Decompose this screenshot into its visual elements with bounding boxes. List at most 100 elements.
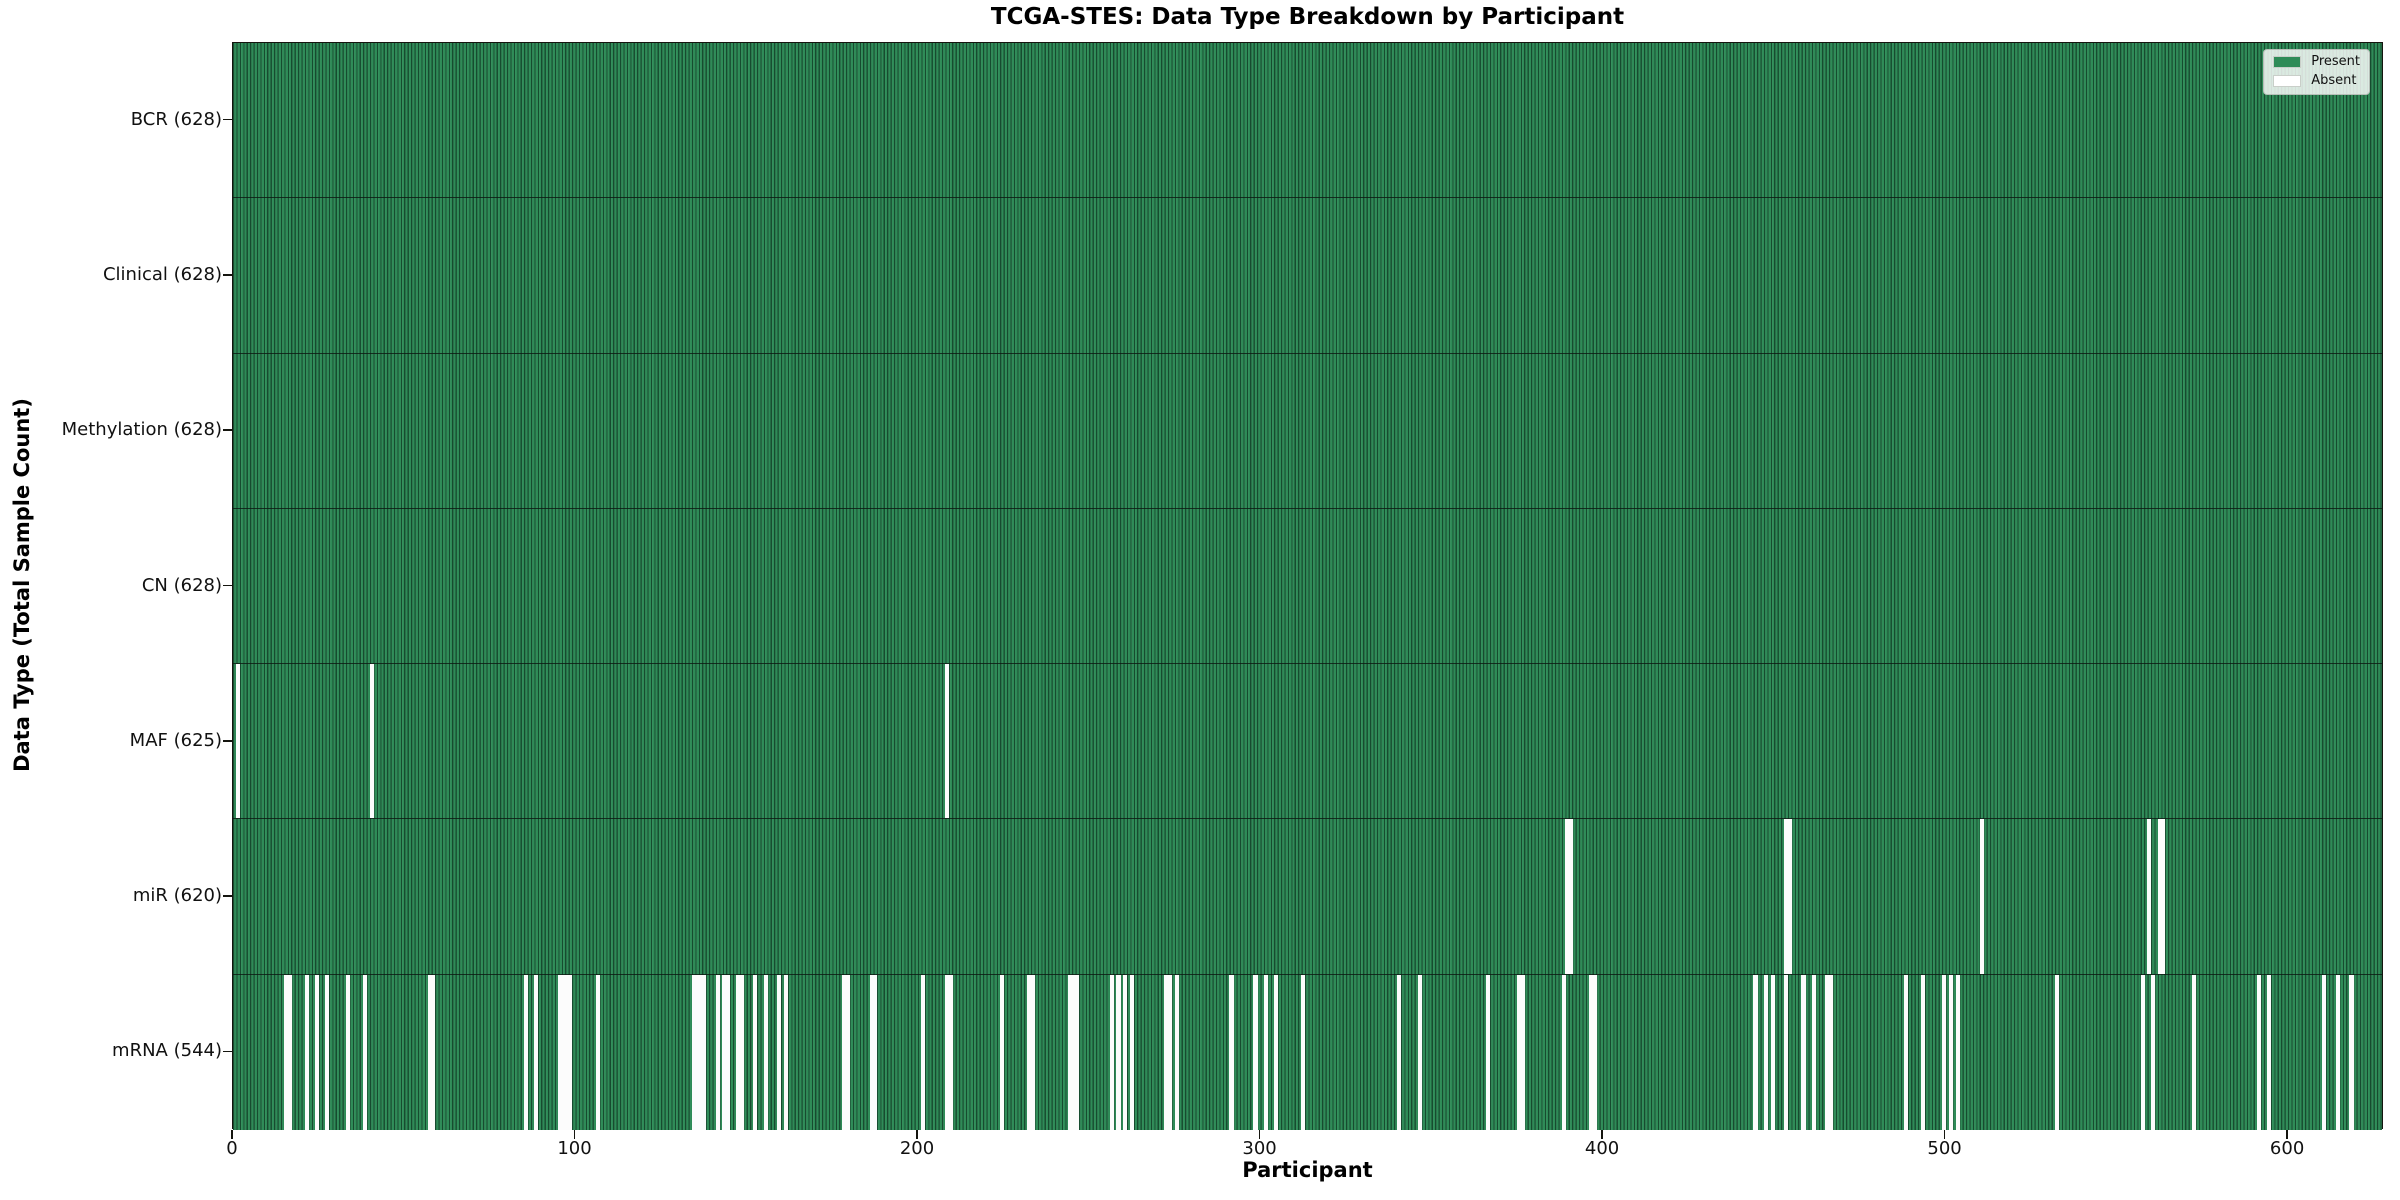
x-tick-label: 300: [1242, 1138, 1277, 1159]
absent-stripe: [1164, 974, 1169, 1130]
x-tick-label: 500: [1927, 1138, 1962, 1159]
absent-stripe: [1253, 974, 1258, 1130]
absent-stripe: [1592, 974, 1597, 1130]
row-bcr: [233, 43, 2382, 199]
absent-stripe: [1075, 974, 1080, 1130]
x-tick-mark: [231, 1130, 233, 1139]
chart-title: TCGA-STES: Data Type Breakdown by Partic…: [990, 4, 1625, 30]
y-tick-mark: [223, 1050, 232, 1053]
absent-stripe: [784, 974, 789, 1130]
absent-stripe: [2161, 819, 2166, 974]
absent-stripe: [1030, 974, 1035, 1130]
absent-stripe: [523, 974, 528, 1130]
absent-stripe: [1801, 974, 1806, 1130]
absent-stripe: [1517, 974, 1522, 1130]
absent-stripe: [1123, 974, 1128, 1130]
absent-stripe: [1027, 974, 1032, 1130]
legend-present-label: Present: [2311, 54, 2360, 69]
absent-stripe: [725, 974, 731, 1130]
legend: Present Absent: [2263, 49, 2370, 95]
absent-stripe: [1904, 974, 1909, 1130]
absent-stripe: [691, 974, 696, 1130]
absent-stripe: [304, 974, 309, 1130]
legend-absent-swatch: [2273, 75, 2302, 87]
row-cn: [233, 508, 2382, 665]
absent-stripe: [1921, 974, 1926, 1130]
legend-entry-absent: Absent: [2273, 74, 2360, 88]
y-tick-label: Clinical (628): [102, 263, 222, 285]
x-tick-label: 100: [557, 1138, 592, 1159]
y-tick-mark: [223, 274, 232, 276]
row-maf: [233, 664, 2382, 820]
absent-stripe: [287, 974, 292, 1130]
absent-stripe: [558, 974, 563, 1130]
absent-stripe: [1763, 974, 1768, 1130]
absent-stripe: [1130, 974, 1135, 1130]
x-tick-label: 400: [1584, 1138, 1620, 1159]
absent-stripe: [1565, 819, 1570, 974]
y-tick-mark: [223, 118, 232, 121]
absent-stripe: [1979, 819, 1984, 974]
absent-stripe: [2191, 974, 2197, 1130]
absent-stripe: [369, 664, 374, 819]
row-mrna: [233, 974, 2382, 1130]
absent-stripe: [431, 974, 436, 1130]
absent-stripe: [842, 974, 847, 1130]
absent-stripe: [2256, 974, 2262, 1130]
plot-area: Present Absent: [232, 42, 2383, 1130]
absent-stripe: [736, 974, 741, 1130]
absent-stripe: [695, 974, 700, 1130]
x-tick-mark: [1943, 1130, 1946, 1139]
absent-stripe: [1068, 974, 1073, 1130]
absent-stripe: [1167, 974, 1172, 1130]
absent-stripe: [2322, 974, 2327, 1130]
x-tick-mark: [916, 1130, 918, 1139]
x-tick-label: 200: [899, 1138, 935, 1159]
absent-stripe: [1397, 974, 1402, 1130]
absent-stripe: [2157, 819, 2162, 974]
absent-stripe: [325, 974, 330, 1130]
absent-stripe: [534, 974, 539, 1130]
absent-stripe: [948, 974, 953, 1130]
x-tick-mark: [1601, 1130, 1603, 1139]
absent-stripe: [284, 974, 289, 1130]
absent-stripe: [1811, 974, 1816, 1130]
absent-stripe: [564, 974, 570, 1130]
absent-stripe: [1770, 974, 1775, 1130]
absent-stripe: [236, 664, 241, 819]
legend-entry-present: Present: [2273, 55, 2360, 69]
absent-stripe: [1589, 974, 1594, 1130]
absent-stripe: [1301, 974, 1306, 1130]
y-tick-label: miR (620): [132, 885, 222, 907]
y-tick-mark: [223, 739, 232, 742]
absent-stripe: [2267, 974, 2272, 1130]
absent-stripe: [1825, 974, 1830, 1130]
x-tick-label: 600: [2269, 1138, 2305, 1159]
absent-stripe: [345, 974, 350, 1130]
absent-stripe: [595, 974, 600, 1130]
absent-stripe: [921, 974, 926, 1130]
y-tick-mark: [223, 584, 232, 587]
absent-stripe: [777, 974, 782, 1130]
absent-stripe: [314, 974, 320, 1130]
absent-stripe: [845, 974, 850, 1130]
absent-stripe: [763, 974, 768, 1130]
y-tick-mark: [223, 895, 232, 897]
absent-stripe: [2140, 974, 2145, 1130]
absent-stripe: [1948, 974, 1953, 1130]
absent-stripe: [561, 974, 566, 1130]
absent-stripe: [1828, 974, 1833, 1130]
absent-stripe: [1273, 974, 1279, 1130]
absent-stripe: [568, 974, 573, 1130]
absent-stripe: [1955, 974, 1960, 1130]
y-tick-mark: [223, 429, 232, 431]
absent-stripe: [739, 974, 744, 1130]
absent-stripe: [753, 974, 758, 1130]
absent-stripe: [1561, 974, 1566, 1130]
absent-stripe: [873, 974, 878, 1130]
absent-stripe: [427, 974, 433, 1130]
absent-stripe: [1174, 974, 1179, 1130]
row-methylation: [233, 353, 2382, 509]
absent-stripe: [1486, 974, 1491, 1130]
